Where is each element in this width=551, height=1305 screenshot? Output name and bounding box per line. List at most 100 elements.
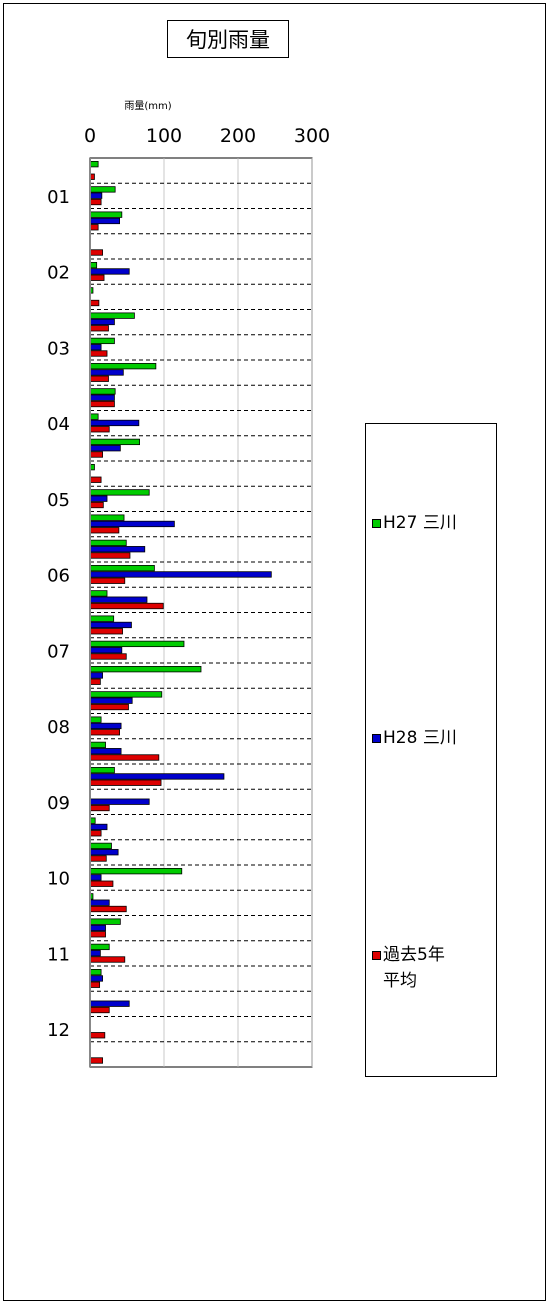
bar-h27 xyxy=(89,918,121,925)
month-label: 07 xyxy=(47,641,70,662)
bar-avg xyxy=(89,249,103,256)
bar-avg xyxy=(89,678,101,685)
bar-avg xyxy=(89,956,126,963)
bar-h28 xyxy=(89,823,108,831)
bar-h27 xyxy=(89,337,115,345)
month-label: 04 xyxy=(47,414,70,435)
bar-h28 xyxy=(89,192,103,199)
x-axis-label: 雨量(mm) xyxy=(124,100,171,112)
bar-avg xyxy=(89,931,106,938)
bar-h27 xyxy=(89,514,125,521)
bar-avg xyxy=(89,628,123,635)
legend-swatch-avg xyxy=(372,951,381,960)
bar-h28 xyxy=(89,672,103,679)
bar-h28 xyxy=(89,722,122,730)
bar-h28 xyxy=(89,596,148,603)
bar-h28 xyxy=(89,950,101,957)
bar-avg xyxy=(89,198,102,206)
bar-avg xyxy=(89,1006,110,1014)
bar-avg xyxy=(89,274,105,281)
legend-label-avg: 過去5年 平均 xyxy=(383,945,445,991)
bar-avg xyxy=(89,224,99,231)
month-label: 09 xyxy=(47,793,70,814)
bar-h28 xyxy=(89,874,102,881)
bar-h28 xyxy=(89,1000,130,1007)
bar-h28 xyxy=(89,419,140,427)
month-label: 08 xyxy=(47,717,70,738)
bar-h28 xyxy=(89,697,133,704)
bar-h27 xyxy=(89,691,163,698)
x-tick-label: 300 xyxy=(294,125,330,147)
bar-h28 xyxy=(89,849,119,856)
chart-title: 旬別雨量 xyxy=(167,20,289,58)
legend-item-avg: 過去5年 平均 xyxy=(372,945,445,994)
bar-h28 xyxy=(89,621,132,629)
month-label: 02 xyxy=(47,263,70,284)
bar-h28 xyxy=(89,520,175,528)
bar-h28 xyxy=(89,394,115,401)
bar-h27 xyxy=(89,413,99,420)
month-label: 11 xyxy=(47,944,70,965)
bar-h28 xyxy=(89,495,108,502)
bar-avg xyxy=(89,426,110,433)
plot-area xyxy=(89,157,313,1068)
bar-avg xyxy=(89,602,164,610)
bar-avg xyxy=(89,804,110,812)
bar-h28 xyxy=(89,748,122,755)
bar-h28 xyxy=(89,546,146,553)
bar-h28 xyxy=(89,924,106,932)
bar-h27 xyxy=(89,868,183,875)
bar-h27 xyxy=(89,565,155,572)
legend-label-h27: H27 三川 xyxy=(383,513,457,533)
bar-avg xyxy=(89,1057,103,1064)
bar-avg xyxy=(89,880,114,887)
bar-h27 xyxy=(89,160,99,168)
bar-avg xyxy=(89,981,101,988)
bar-h28 xyxy=(89,798,150,805)
bar-avg xyxy=(89,577,126,584)
bar-h28 xyxy=(89,268,130,275)
bar-h27 xyxy=(89,312,135,319)
bar-h27 xyxy=(89,969,102,976)
bar-avg xyxy=(89,1032,106,1039)
bar-avg xyxy=(89,830,102,837)
bar-avg xyxy=(89,729,121,736)
bar-h28 xyxy=(89,344,102,351)
legend-swatch-h28 xyxy=(372,734,381,743)
month-label: 03 xyxy=(47,338,70,359)
month-label: 12 xyxy=(47,1020,70,1041)
month-label: 01 xyxy=(47,187,70,208)
month-label: 10 xyxy=(47,869,70,890)
month-label: 05 xyxy=(47,490,70,511)
bar-avg xyxy=(89,779,162,786)
bar-h28 xyxy=(89,571,272,578)
bar-h28 xyxy=(89,647,123,654)
bar-h27 xyxy=(89,362,157,370)
legend: H27 三川 H28 三川 過去5年 平均 xyxy=(365,423,497,1077)
bar-h27 xyxy=(89,211,123,218)
legend-item-h28: H28 三川 xyxy=(372,728,457,751)
bar-h27 xyxy=(89,615,115,622)
bar-avg xyxy=(89,855,107,862)
bar-avg xyxy=(89,325,109,332)
x-tick-label: 100 xyxy=(146,125,182,147)
bar-h27 xyxy=(89,186,116,193)
bar-avg xyxy=(89,552,131,559)
bar-h28 xyxy=(89,217,121,225)
x-tick-label: 0 xyxy=(84,125,96,147)
bar-h28 xyxy=(89,318,115,326)
legend-item-h27: H27 三川 xyxy=(372,513,457,536)
bar-h28 xyxy=(89,975,103,982)
x-tick-label: 200 xyxy=(220,125,256,147)
bar-h27 xyxy=(89,741,106,749)
bar-avg xyxy=(89,653,127,660)
bar-avg xyxy=(89,754,160,761)
legend-swatch-h27 xyxy=(372,519,381,528)
bar-avg xyxy=(89,527,120,534)
bar-h27 xyxy=(89,489,150,496)
month-label: 06 xyxy=(47,566,70,587)
bar-avg xyxy=(89,703,129,711)
bar-h28 xyxy=(89,899,110,906)
bar-avg xyxy=(89,905,127,913)
